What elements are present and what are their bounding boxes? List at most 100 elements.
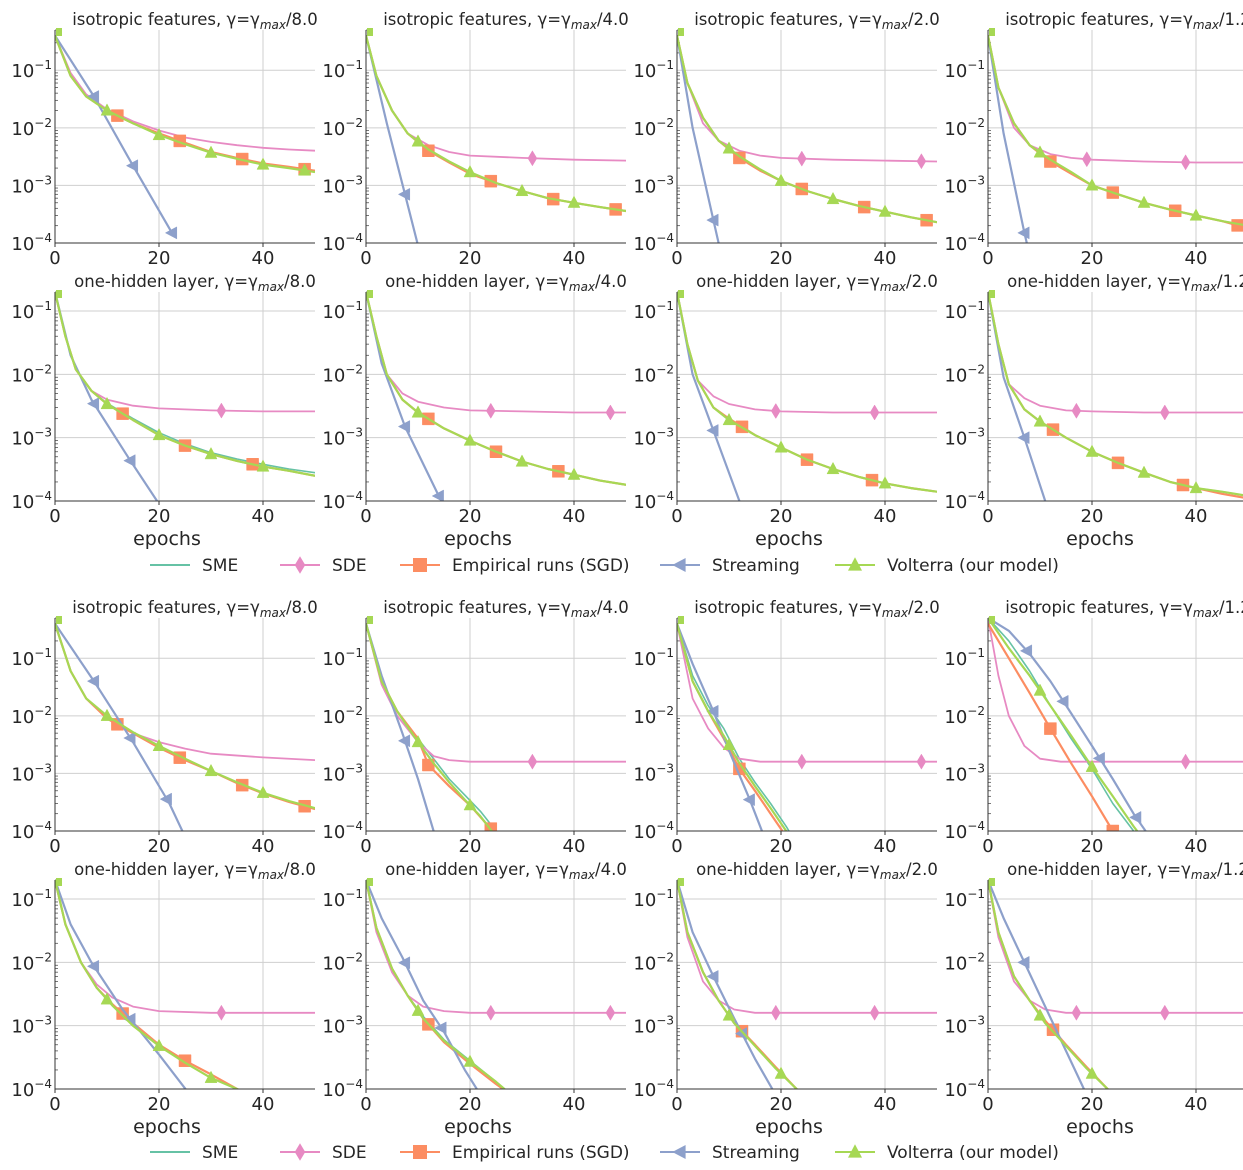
tick-label-x: 20 [148,248,171,269]
tick-label-x: 20 [148,1094,171,1115]
series-line-sde: SDE [988,880,1243,1013]
subplot-0-0-0: SMESDEEmpirical runs (SGD)StreamingVolte… [11,10,317,269]
marker-sde [217,1005,226,1020]
marker-sde [606,405,615,420]
marker-emp [801,1090,813,1102]
subplot-title: one-hidden layer, γ=γmax/8.0 [74,860,316,882]
tick-label-x: 40 [252,248,275,269]
series-line-sde: SDE [988,618,1243,762]
series-line-str: Streaming [55,36,172,233]
marker-sde [797,754,806,769]
series-line-sde: SDE [988,292,1243,413]
legend-item-sde: SDE [280,556,367,576]
tick-label-y: 10−4 [944,1077,985,1101]
tick-label-x: 20 [459,836,482,857]
marker-sde [870,405,879,420]
legend-item-emp: Empirical runs (SGD) [400,1143,630,1163]
series-line-sde: SDE [677,624,937,762]
tick-label-y: 10−4 [322,819,363,843]
tick-label-x: 0 [671,248,682,269]
tick-label-x: 40 [563,836,586,857]
tick-label-y: 10−1 [633,646,674,670]
series-line-vol: Volterra (our model) [988,618,1144,840]
tick-label-y: 10−4 [322,1077,363,1101]
subplot-1-0-1: SMESDEEmpirical runs (SGD)StreamingVolte… [322,598,628,857]
x-axis-label: epochs [1066,528,1134,550]
legend-marker [672,558,685,572]
subplot-title: isotropic features, γ=γmax/1.2 [1005,10,1243,32]
tick-label-x: 0 [982,836,993,857]
series-line-vol: Volterra (our model) [55,36,315,173]
legend-1: SME SDE Empirical runs (SGD) Streaming Volte… [150,1143,1059,1163]
tick-label-y: 10−2 [11,950,52,974]
series-line-sde: SDE [677,292,937,413]
tick-label-x: 0 [49,248,60,269]
tick-label-x: 0 [49,1094,60,1115]
tick-label-y: 10−1 [11,646,52,670]
series-line-sme: SME [677,880,812,1099]
series-line-emp: Empirical runs (SGD) [677,880,812,1099]
marker-str [126,160,137,172]
series-line-sde: SDE [366,292,626,413]
tick-label-y: 10−4 [11,1077,52,1101]
tick-label-x: 20 [1081,506,1104,527]
legend-item-vol: Volterra (our model) [835,556,1059,576]
tick-label-y: 10−1 [11,299,52,323]
subplot-title: one-hidden layer, γ=γmax/4.0 [385,860,627,882]
marker-str [87,398,98,410]
series-line-sde: SDE [55,880,315,1013]
marker-sde [528,754,537,769]
legend-label: Streaming [712,556,800,576]
series-line-sde: SDE [988,36,1243,163]
start-marker [678,290,684,298]
series-line-sde: SDE [366,36,626,161]
plot-area: SMESDEEmpirical runs (SGD)StreamingVolte… [677,880,937,1102]
plot-area: SMESDEEmpirical runs (SGD)StreamingVolte… [366,880,626,1103]
tick-label-x: 20 [770,1094,793,1115]
tick-label-y: 10−3 [633,426,674,450]
plot-area: SMESDEEmpirical runs (SGD)StreamingVolte… [988,618,1243,844]
x-axis-label: epochs [755,528,823,550]
tick-label-x: 0 [49,506,60,527]
marker-str [160,793,171,805]
tick-label-y: 10−1 [633,887,674,911]
series-line-str: Streaming [366,292,449,511]
marker-sde [917,754,926,769]
tick-label-y: 10−1 [322,887,363,911]
tick-label-x: 0 [982,248,993,269]
subplot-1-1-3: SMESDEEmpirical runs (SGD)StreamingVolte… [944,860,1243,1138]
legend-label: SDE [332,556,367,576]
subplot-0-0-2: SMESDEEmpirical runs (SGD)StreamingVolte… [633,10,939,269]
tick-label-y: 10−4 [322,489,363,513]
x-axis-label: epochs [1066,1116,1134,1138]
tick-label-x: 20 [459,1094,482,1115]
tick-label-y: 10−2 [11,362,52,386]
series-line-str: Streaming [988,880,1087,1095]
marker-sde [1181,155,1190,170]
subplot-title: isotropic features, γ=γmax/2.0 [694,598,940,620]
x-axis-label: epochs [755,1116,823,1138]
start-marker [56,616,62,624]
subplot-title: one-hidden layer, γ=γmax/4.0 [385,272,627,294]
tick-label-x: 40 [563,248,586,269]
series-line-emp: Empirical runs (SGD) [988,880,1123,1099]
marker-emp [1112,1090,1124,1102]
tick-label-y: 10−1 [322,299,363,323]
plot-area: SMESDEEmpirical runs (SGD)StreamingVolte… [366,624,626,844]
subplot-title: isotropic features, γ=γmax/8.0 [72,598,318,620]
tick-label-y: 10−3 [11,761,52,785]
legend-0: SME SDE Empirical runs (SGD) Streaming Volte… [150,556,1059,576]
subplot-1-0-3: SMESDEEmpirical runs (SGD)StreamingVolte… [944,598,1243,857]
series-line-emp: Empirical runs (SGD) [366,880,512,1095]
marker-sde [1160,1005,1169,1020]
legend-marker [672,1145,685,1159]
tick-label-y: 10−2 [322,116,363,140]
series-line-emp: Empirical runs (SGD) [677,624,786,837]
start-marker [989,28,995,36]
series-line-sme: SME [677,624,797,844]
tick-label-y: 10−3 [11,173,52,197]
series-line-str: Streaming [366,880,486,1103]
